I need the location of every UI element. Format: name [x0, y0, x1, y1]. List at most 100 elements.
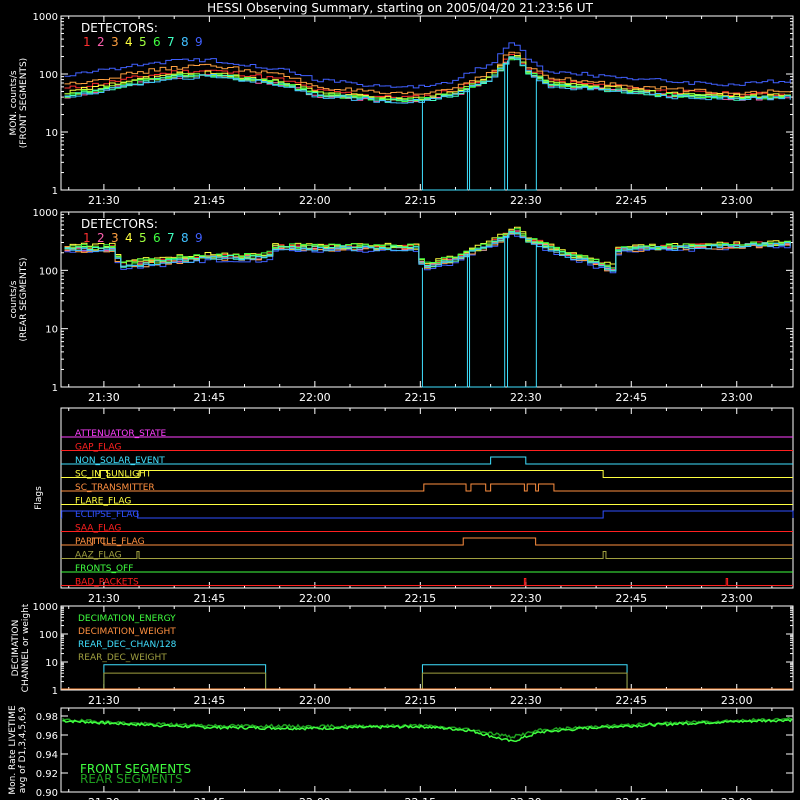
y-axis-label-line: avg of D1,3,4,5,6,9	[18, 706, 28, 793]
x-tick-label: 22:30	[510, 694, 542, 707]
decimation-line	[61, 672, 793, 690]
front-panel-detector-6-line	[64, 56, 791, 102]
front-panel-detector-number: 2	[97, 35, 105, 49]
flag-line-eclipse_flag	[61, 510, 794, 519]
front-panel-detector-number: 6	[153, 35, 161, 49]
x-tick-label: 23:00	[721, 391, 753, 404]
front-panel-detector-9-line	[64, 42, 791, 89]
flag-line-particle_flag	[61, 537, 793, 546]
flag-label: FRONTS_OFF	[75, 564, 133, 574]
flags-panel-frame	[60, 407, 794, 589]
flag-line-sc_transmitter	[61, 483, 793, 492]
rear-panel-detector-number: 8	[181, 231, 189, 245]
front-panel-detector-5-line	[64, 57, 791, 102]
x-tick-label: 22:00	[299, 796, 331, 800]
x-tick-label: 21:45	[194, 391, 226, 404]
y-axis-label: Flags	[34, 486, 44, 510]
x-tick-label: 21:30	[88, 391, 120, 404]
x-tick-label: 22:00	[299, 391, 331, 404]
front-panel-detector-number: 4	[125, 35, 133, 49]
rear-panel-detector-number: 1	[83, 231, 91, 245]
y-axis-label: Mon. Rate LIVETIME avg of D1,3,4,5,6,9	[8, 705, 28, 795]
x-tick-label: 22:15	[404, 391, 436, 404]
rear-panel-detector-number: 9	[195, 231, 203, 245]
rear-panel-detector-number: 2	[97, 231, 105, 245]
decimation-legend-entry: DECIMATION_WEIGHT	[78, 627, 176, 637]
y-tick-label: 1	[52, 186, 58, 197]
y-tick-label: 10	[45, 658, 58, 669]
rear-panel-dropout-line	[469, 236, 506, 388]
livetime-legend-entry: FRONT SEGMENTS	[80, 762, 191, 776]
flag-label: SC_TRANSMITTER	[75, 483, 155, 493]
y-tick-label: 10	[45, 128, 58, 139]
x-tick-label: 22:15	[404, 592, 436, 605]
x-tick-label: 22:30	[510, 391, 542, 404]
y-axis-label-line: (REAR SEGMENTS)	[19, 257, 29, 341]
y-axis-label-line: (FRONT SEGMENTS)	[19, 58, 29, 148]
rear-panel-detector-4-line	[64, 226, 791, 265]
x-tick-label: 22:45	[615, 592, 647, 605]
x-tick-label: 21:30	[88, 796, 120, 800]
livetime-panel-frame	[60, 707, 794, 793]
front-panel-detectors-label: DETECTORS:	[81, 21, 158, 35]
x-tick-label: 21:30	[88, 592, 120, 605]
flag-label: ATTENUATOR_STATE	[75, 429, 167, 439]
flag-label: NON_SOLAR_EVENT	[75, 456, 165, 466]
y-tick-label: 0.98	[36, 712, 58, 723]
front-panel-detector-3-line	[64, 51, 791, 95]
decimation-legend-entry: DECIMATION_ENERGY	[78, 614, 176, 624]
x-tick-label: 21:45	[194, 694, 226, 707]
y-tick-label: 100	[39, 70, 58, 81]
front-panel-detector-number: 9	[195, 35, 203, 49]
y-tick-label: 0.92	[36, 769, 58, 780]
x-tick-label: 21:45	[194, 796, 226, 800]
y-axis-label-line: CHANNEL or weight	[21, 603, 31, 692]
x-tick-label: 22:45	[615, 694, 647, 707]
rear-panel-detector-number: 5	[139, 231, 147, 245]
flag-label: FLARE_FLAG	[75, 497, 131, 507]
y-tick-label: 100	[39, 630, 58, 641]
front-panel-dropout-line	[507, 60, 537, 191]
flag-line-aaz_flag	[61, 551, 793, 559]
decimation-legend-entry: REAR_DEC_CHAN/128	[78, 640, 177, 650]
decimation-line	[61, 664, 793, 690]
x-tick-label: 22:45	[615, 796, 647, 800]
flag-label: AAZ_FLAG	[75, 551, 122, 561]
x-tick-label: 22:15	[404, 796, 436, 800]
rear-panel-detector-number: 6	[153, 231, 161, 245]
x-tick-label: 22:30	[510, 194, 542, 207]
rear-panel-detector-6-line	[64, 228, 791, 269]
x-tick-label: 22:45	[615, 391, 647, 404]
y-axis-label: counts/s (REAR SEGMENTS)	[9, 257, 29, 341]
y-tick-label: 1	[52, 383, 58, 394]
y-axis-label-line: DECIMATION	[11, 620, 21, 677]
y-tick-label: 100	[39, 266, 58, 277]
x-tick-label: 23:00	[721, 592, 753, 605]
front-panel-detector-8-line	[64, 57, 791, 104]
x-tick-label: 22:45	[615, 194, 647, 207]
x-tick-label: 22:00	[299, 694, 331, 707]
flag-label: SC_IN_SUNLIGHT	[75, 470, 152, 480]
y-tick-label: 0.94	[36, 750, 58, 761]
rear-panel-detectors-label: DETECTORS:	[81, 217, 158, 231]
flag-label: ECLIPSE_FLAG	[75, 510, 139, 520]
y-axis-label-line: MON. counts/s	[9, 70, 19, 135]
x-tick-label: 21:45	[194, 194, 226, 207]
x-tick-label: 21:30	[88, 194, 120, 207]
y-tick-label: 0.90	[36, 788, 58, 799]
rear-panel-dropout-line	[507, 234, 537, 388]
y-tick-label: 1000	[33, 602, 58, 613]
front-panel-detector-number: 7	[167, 35, 175, 49]
flag-label: GAP_FLAG	[75, 443, 121, 453]
livetime-rear-line	[61, 716, 792, 739]
front-panel-detector-number: 5	[139, 35, 147, 49]
x-tick-label: 22:00	[299, 194, 331, 207]
y-tick-label: 10	[45, 325, 58, 336]
x-tick-label: 21:30	[88, 694, 120, 707]
x-tick-label: 22:15	[404, 694, 436, 707]
decimation-panel-frame	[60, 605, 794, 691]
flag-line-sc_in_sunlight	[61, 470, 793, 478]
flag-line-non_solar_event	[61, 456, 793, 465]
x-tick-label: 22:00	[299, 592, 331, 605]
